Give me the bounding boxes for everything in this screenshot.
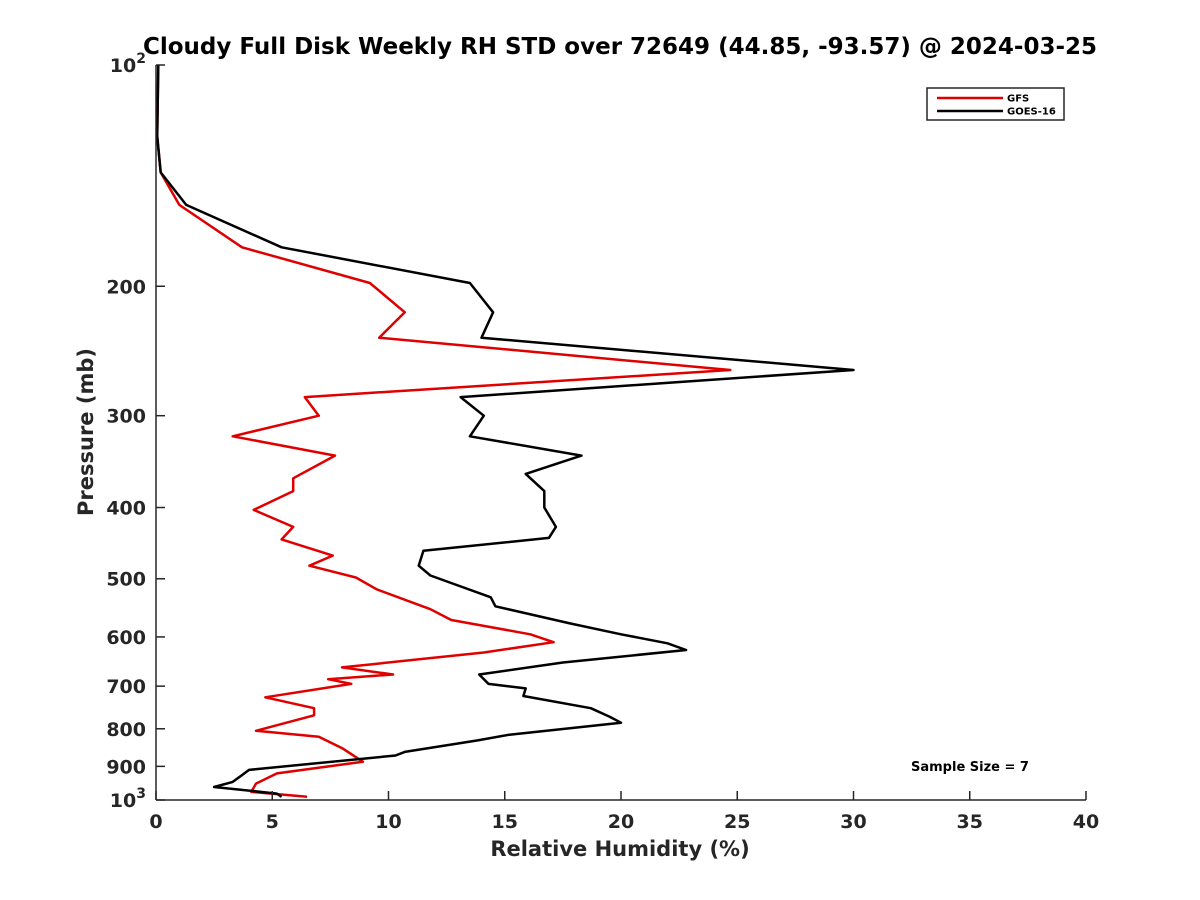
series-line-goes-16: [155, 64, 855, 798]
y-tick-label: 200: [106, 276, 146, 298]
legend: GFS GOES-16: [926, 87, 1065, 121]
chart-title: Cloudy Full Disk Weekly RH STD over 7264…: [143, 34, 1097, 60]
x-tick-label: 20: [608, 811, 634, 833]
y-tick-label: 700: [106, 676, 146, 698]
y-tick-label: 800: [106, 719, 146, 741]
y-tick-label: 500: [106, 569, 146, 591]
series-line-gfs: [155, 64, 732, 799]
x-tick-label: 15: [492, 811, 518, 833]
y-axis-title: Pressure (mb): [74, 348, 98, 516]
x-tick-label: 40: [1073, 811, 1099, 833]
y-tick-label: 900: [106, 756, 146, 778]
y-tick-label: 600: [106, 627, 146, 649]
y-tick-label: 300: [106, 406, 146, 428]
x-tick-label: 0: [149, 811, 162, 833]
x-tick-label: 10: [375, 811, 401, 833]
x-tick-label: 35: [957, 811, 983, 833]
sample-size-annotation: Sample Size = 7: [911, 760, 1029, 775]
ticks-layer: 0 5 10 15 20 25 30 35 40 102 200 300 400 500 600 700 800…: [106, 51, 1099, 833]
series-layer: [155, 64, 855, 799]
x-tick-label: 30: [840, 811, 866, 833]
legend-box: [926, 87, 1065, 121]
x-axis-title: Relative Humidity (%): [490, 837, 749, 861]
legend-label-goes-16: GOES-16: [1007, 107, 1056, 118]
y-tick-label: 400: [106, 498, 146, 520]
y-tick-label: 102: [110, 51, 146, 77]
plot-area: [156, 65, 1086, 800]
legend-label-gfs: GFS: [1007, 94, 1029, 105]
x-tick-label: 25: [724, 811, 750, 833]
y-tick-label: 103: [110, 786, 146, 812]
x-tick-label: 5: [266, 811, 279, 833]
